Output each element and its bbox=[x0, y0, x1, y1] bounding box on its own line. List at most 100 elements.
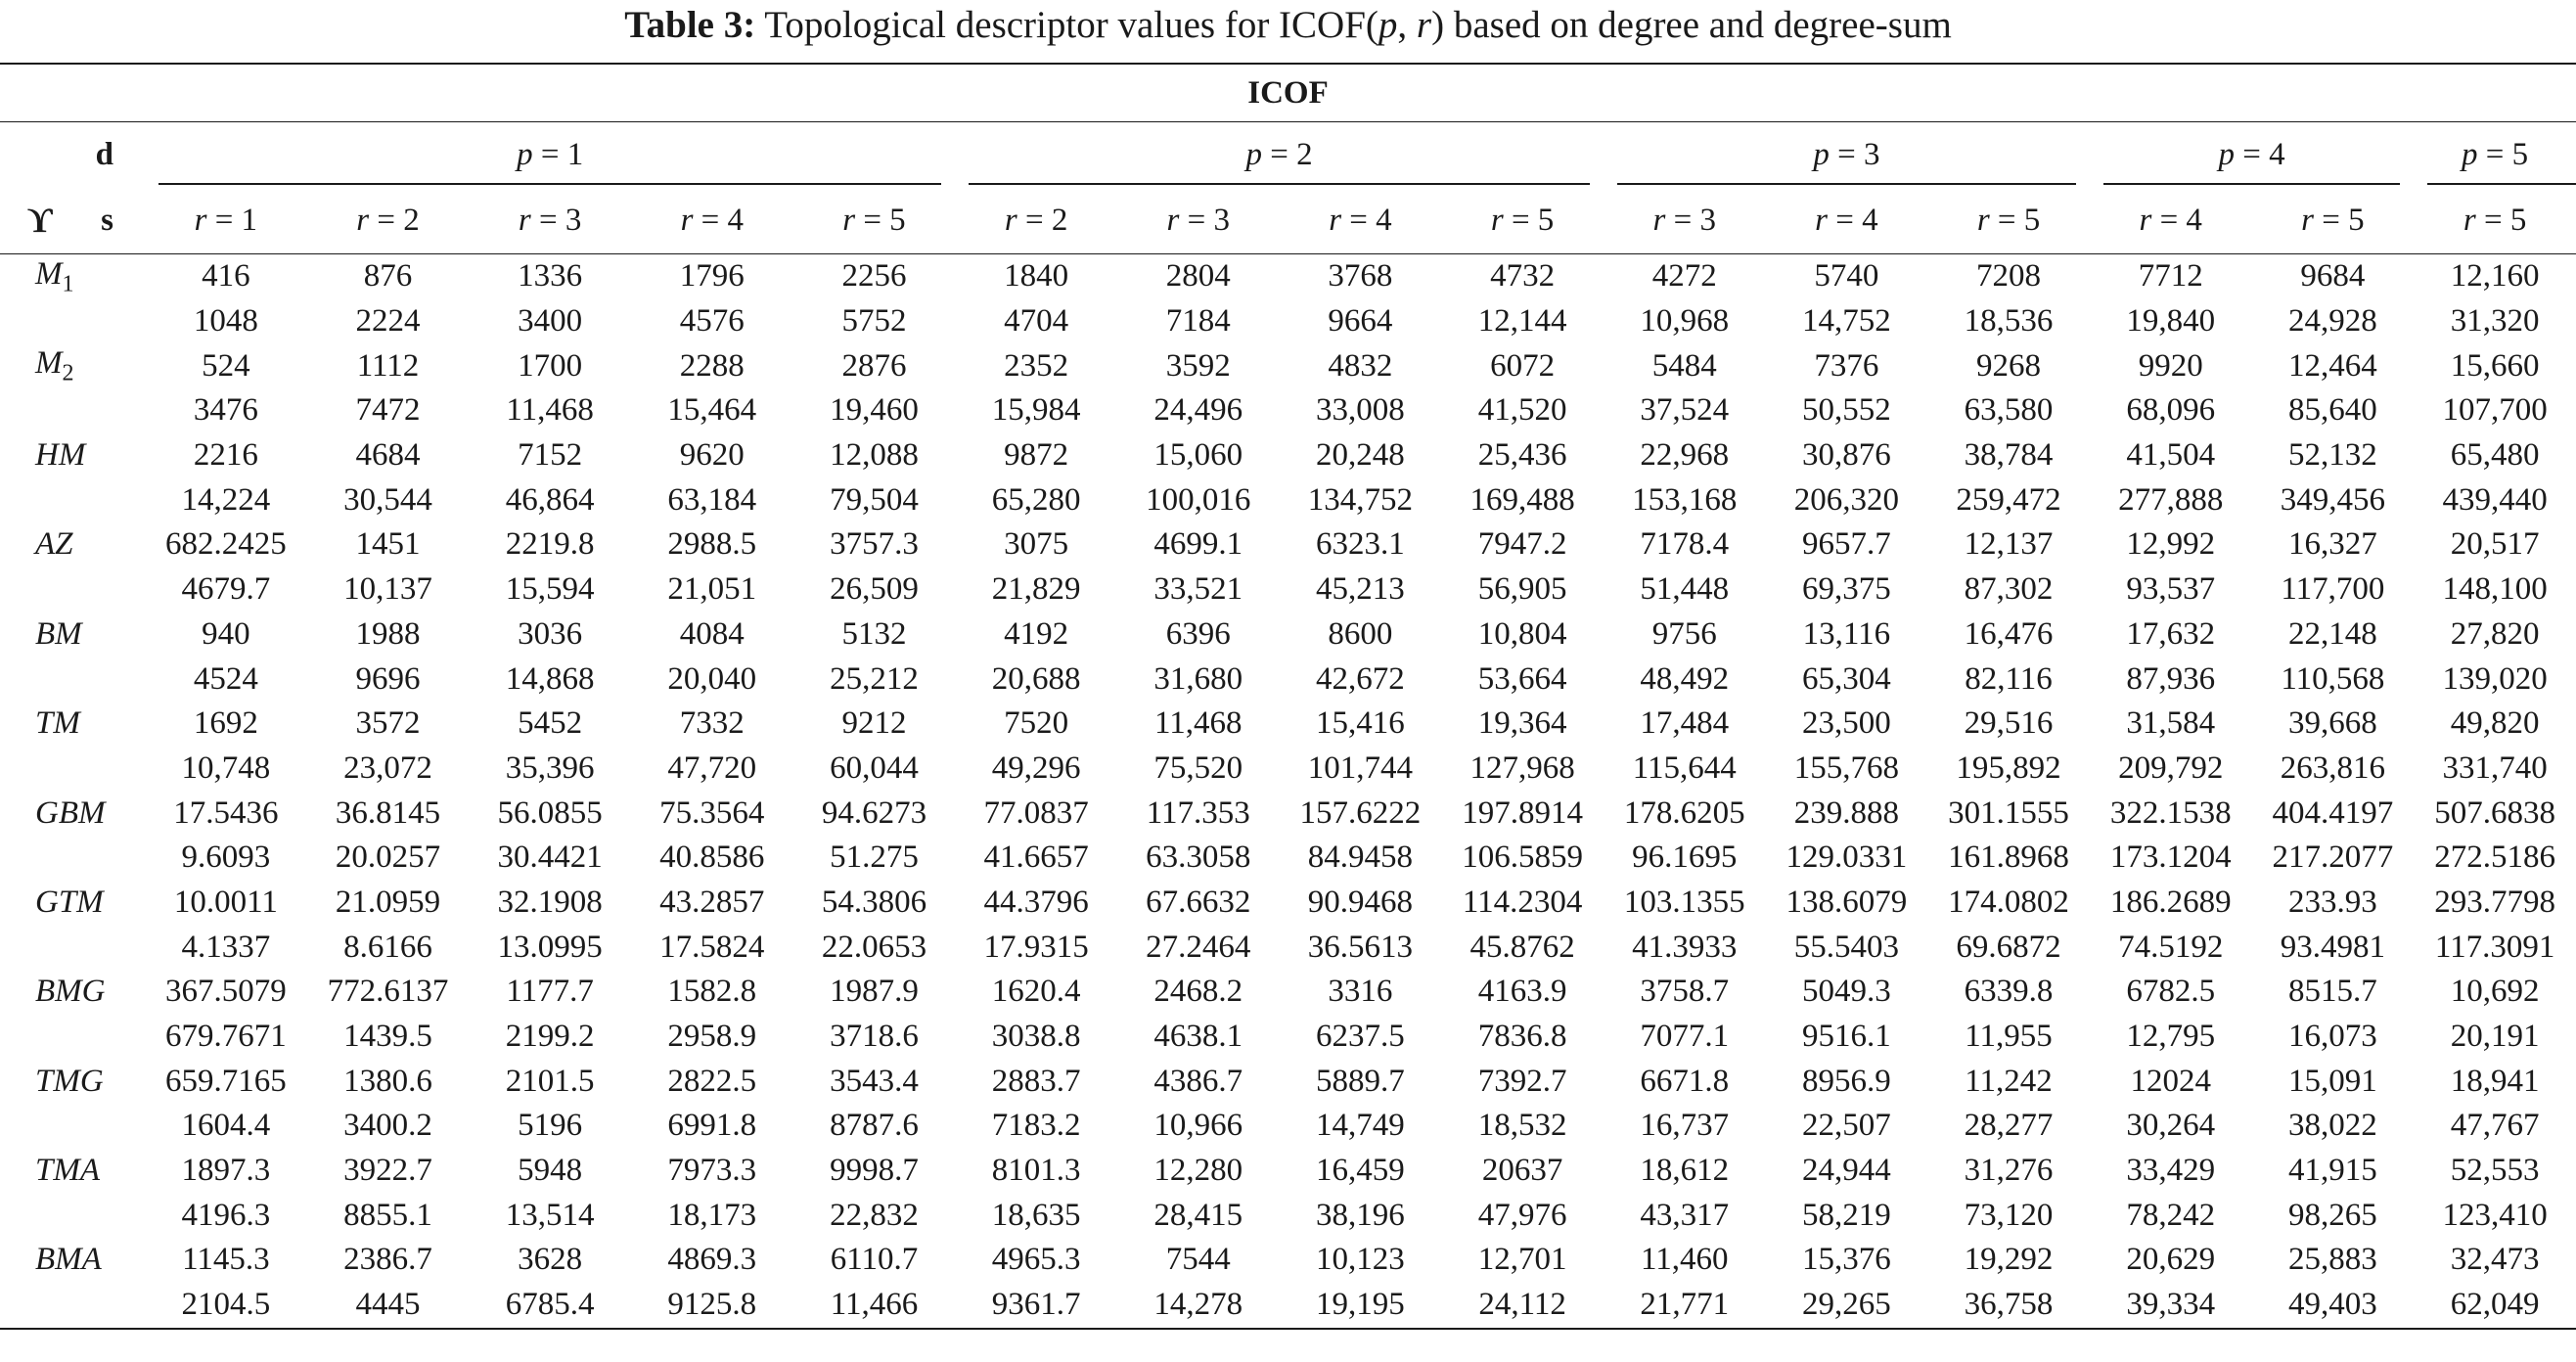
table-cell: 416 bbox=[202, 258, 250, 295]
table-cell: 2804 bbox=[1165, 258, 1231, 295]
table-cell: 9212 bbox=[841, 705, 907, 742]
caption-text-after: ) based on degree and degree-sum bbox=[1431, 4, 1952, 46]
table-cell: 18,532 bbox=[1477, 1108, 1567, 1144]
table-cell: 12,280 bbox=[1153, 1153, 1243, 1189]
table-cell: 12,795 bbox=[2126, 1019, 2216, 1055]
r-column-header: r = 4 bbox=[2089, 187, 2252, 254]
table-cell: 9684 bbox=[2300, 258, 2366, 295]
table-cell: 117,700 bbox=[2281, 571, 2385, 608]
table-cell: 115,644 bbox=[1632, 749, 1737, 786]
row-label: TMG bbox=[35, 1063, 104, 1099]
table-cell: 21,829 bbox=[991, 571, 1081, 608]
table-cell: 1380.6 bbox=[343, 1063, 432, 1099]
table-row: BMG 367.5079 772.6137 1177.7 1582.8 1987.9 162… bbox=[0, 970, 2576, 1015]
row-label: AZ bbox=[35, 526, 73, 563]
table-cell: 8600 bbox=[1328, 615, 1393, 652]
table-cell: 56,905 bbox=[1477, 571, 1567, 608]
table-cell: 24,496 bbox=[1153, 392, 1243, 429]
p-group-header: p = 1 bbox=[145, 122, 955, 188]
table-cell: 18,612 bbox=[1640, 1153, 1730, 1189]
table-row: 10,748 23,072 35,396 47,720 60,044 49,296 75,5… bbox=[0, 747, 2576, 792]
r-column-header: r = 3 bbox=[1116, 187, 1280, 254]
table-cell: 98,265 bbox=[2287, 1197, 2377, 1233]
table-cell: 49,820 bbox=[2450, 705, 2540, 742]
table-cell: 1700 bbox=[518, 347, 583, 384]
table-cell: 14,752 bbox=[1802, 303, 1891, 340]
table-cell: 67.6632 bbox=[1146, 884, 1251, 920]
table-cell: 4684 bbox=[355, 437, 421, 474]
row-label: GBM bbox=[35, 794, 106, 831]
table-cell: 39,668 bbox=[2287, 705, 2377, 742]
table-cell: 6991.8 bbox=[667, 1108, 757, 1144]
table-cell: 1439.5 bbox=[343, 1019, 432, 1055]
table-cell: 3316 bbox=[1328, 974, 1393, 1010]
row-label bbox=[0, 747, 145, 792]
table-cell: 404.4197 bbox=[2272, 794, 2394, 831]
table-cell: 682.2425 bbox=[164, 526, 287, 563]
table-cell: 10,748 bbox=[181, 749, 271, 786]
table-row: BM 940 1988 3036 4084 5132 4192 6396 8600 10,804 9… bbox=[0, 613, 2576, 658]
row-label: HM bbox=[35, 437, 86, 474]
table-cell: 41.6657 bbox=[983, 840, 1089, 876]
table-cell: 15,984 bbox=[991, 392, 1081, 429]
row-label: BM bbox=[35, 615, 82, 652]
table-cell: 331,740 bbox=[2442, 749, 2548, 786]
table-cell: 77.0837 bbox=[983, 794, 1089, 831]
table-cell: 43.2857 bbox=[659, 884, 765, 920]
table-cell: 84.9458 bbox=[1307, 840, 1414, 876]
table-cell: 3400.2 bbox=[343, 1108, 432, 1144]
table-cell: 9872 bbox=[1004, 437, 1069, 474]
table-cell: 20,191 bbox=[2450, 1019, 2540, 1055]
table-cell: 5132 bbox=[841, 615, 907, 652]
row-label: M2 bbox=[35, 344, 74, 386]
table-cell: 27.2464 bbox=[1146, 929, 1251, 965]
table-cell: 28,415 bbox=[1153, 1197, 1243, 1233]
table-cell: 4163.9 bbox=[1477, 974, 1567, 1010]
table-cell: 7332 bbox=[679, 705, 745, 742]
table-cell: 134,752 bbox=[1307, 481, 1414, 518]
table-cell: 38,196 bbox=[1316, 1197, 1405, 1233]
table-cell: 659.7165 bbox=[164, 1063, 287, 1099]
table-cell: 439,440 bbox=[2442, 481, 2548, 518]
table-cell: 293.7798 bbox=[2434, 884, 2555, 920]
table-cell: 186.2689 bbox=[2109, 884, 2232, 920]
r-column-header: r = 5 bbox=[2414, 187, 2576, 254]
table-cell: 148,100 bbox=[2442, 571, 2548, 608]
table-cell: 5049.3 bbox=[1802, 974, 1891, 1010]
table-cell: 4386.7 bbox=[1153, 1063, 1243, 1099]
table-cell: 8515.7 bbox=[2287, 974, 2377, 1010]
table-cell: 14,868 bbox=[505, 660, 595, 697]
table-cell: 7973.3 bbox=[667, 1153, 757, 1189]
table-cell: 18,635 bbox=[991, 1197, 1081, 1233]
table-cell: 9.6093 bbox=[181, 840, 271, 876]
table-cell: 27,820 bbox=[2450, 615, 2540, 652]
table-row: 4.1337 8.6166 13.0995 17.5824 22.0653 17.9315… bbox=[0, 925, 2576, 970]
table-cell: 31,276 bbox=[1964, 1153, 2054, 1189]
table-row: TM 1692 3572 5452 7332 9212 7520 11,468 15,416 19… bbox=[0, 702, 2576, 747]
table-cell: 217.2077 bbox=[2272, 840, 2394, 876]
corner-d: d bbox=[95, 136, 113, 172]
table-row: 14,224 30,544 46,864 63,184 79,504 65,280 100,… bbox=[0, 477, 2576, 522]
table-cell: 29,516 bbox=[1964, 705, 2054, 742]
table-cell: 507.6838 bbox=[2434, 794, 2555, 831]
table-cell: 23,072 bbox=[343, 749, 432, 786]
table-cell: 16,737 bbox=[1640, 1108, 1730, 1144]
table-cell: 10,966 bbox=[1153, 1108, 1243, 1144]
table-row: GBM 17.5436 36.8145 56.0855 75.3564 94.6273 77… bbox=[0, 791, 2576, 836]
table-row: BMA 1145.3 2386.7 3628 4869.3 6110.7 4965.3 754… bbox=[0, 1238, 2576, 1283]
table-cell: 19,460 bbox=[830, 392, 919, 429]
table-cell: 101,744 bbox=[1307, 749, 1414, 786]
table-cell: 100,016 bbox=[1146, 481, 1251, 518]
table-cell: 49,403 bbox=[2287, 1287, 2377, 1323]
table-cell: 5740 bbox=[1814, 258, 1879, 295]
table-cell: 7208 bbox=[1976, 258, 2042, 295]
row-label bbox=[0, 1015, 145, 1060]
table-cell: 1840 bbox=[1004, 258, 1069, 295]
table-cell: 2256 bbox=[841, 258, 907, 295]
table-cell: 52,132 bbox=[2287, 437, 2377, 474]
table-cell: 10,123 bbox=[1316, 1242, 1405, 1278]
table-cell: 322.1538 bbox=[2109, 794, 2232, 831]
table-cell: 38,022 bbox=[2287, 1108, 2377, 1144]
table-cell: 93,537 bbox=[2126, 571, 2216, 608]
